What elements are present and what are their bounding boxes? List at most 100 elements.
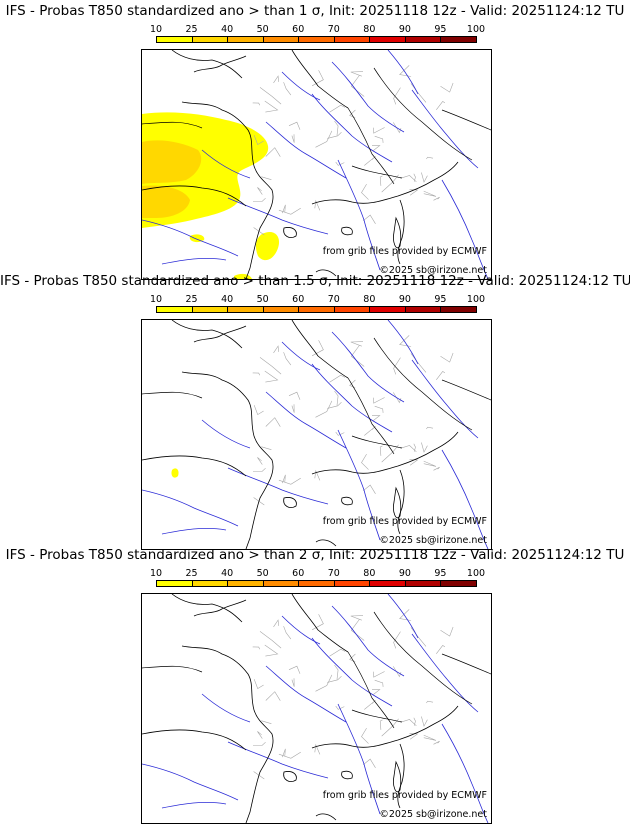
admin-boundary — [381, 718, 399, 737]
panel-title: IFS - Probas T850 standardized ano > tha… — [5, 3, 625, 19]
admin-boundary — [273, 75, 279, 84]
legend-tick-label: 10 — [149, 294, 163, 305]
legend-tick-label: 60 — [292, 24, 305, 35]
admin-boundary — [264, 370, 279, 383]
river — [311, 363, 393, 433]
admin-boundary — [264, 100, 279, 113]
admin-boundary — [273, 619, 279, 628]
copyright-credit: ©2025 sb@irizone.net — [379, 809, 487, 820]
legend-swatch — [298, 36, 335, 43]
probability-area — [189, 234, 205, 243]
legend-tick-label: 70 — [327, 568, 340, 579]
admin-boundary — [440, 626, 454, 637]
admin-boundary — [257, 457, 263, 465]
country-border — [142, 391, 203, 399]
coastline — [181, 371, 274, 549]
admin-boundary — [436, 100, 446, 110]
admin-boundary — [372, 145, 381, 151]
legend-tick-label: 95 — [434, 294, 447, 305]
river — [331, 61, 405, 133]
admin-boundary — [426, 156, 434, 160]
legend-tick-label: 90 — [398, 294, 411, 305]
legend-tick-label: 10 — [149, 568, 163, 579]
admin-boundary — [426, 426, 434, 430]
river — [161, 257, 227, 265]
probability-area — [255, 231, 280, 261]
river — [265, 121, 347, 179]
admin-boundary — [291, 678, 295, 687]
admin-boundary — [273, 345, 279, 354]
legend-swatch — [404, 306, 442, 313]
river — [281, 71, 321, 101]
coastline — [311, 161, 459, 205]
river — [411, 89, 479, 169]
admin-boundary — [349, 109, 356, 119]
country-border — [441, 653, 491, 675]
river — [387, 50, 419, 95]
coastline — [315, 269, 337, 277]
legend-swatch — [227, 306, 264, 313]
legend-tick-label: 50 — [256, 294, 269, 305]
admin-boundary — [379, 445, 383, 456]
admin-boundary — [314, 743, 321, 755]
admin-boundary — [400, 175, 417, 183]
legend-tick-label: 50 — [256, 568, 269, 579]
admin-boundary — [278, 477, 301, 485]
probability-area — [142, 185, 190, 218]
admin-boundary — [282, 748, 286, 758]
coastline — [311, 431, 459, 475]
coastline — [193, 325, 247, 343]
admin-boundary — [253, 405, 264, 416]
admin-boundary — [350, 619, 365, 641]
admin-boundary — [381, 174, 399, 193]
coastline — [291, 594, 349, 653]
admin-boundary — [291, 404, 295, 413]
admin-boundary — [350, 345, 365, 367]
admin-boundary — [433, 466, 440, 471]
admin-boundary — [350, 615, 364, 621]
admin-boundary — [265, 417, 281, 427]
country-border — [373, 611, 473, 705]
legend-swatch — [333, 580, 371, 587]
admin-boundary — [329, 104, 346, 113]
coastline — [315, 539, 337, 547]
admin-boundary — [327, 675, 342, 683]
admin-boundary — [413, 173, 416, 182]
copyright-credit: ©2025 sb@irizone.net — [379, 265, 487, 276]
admin-boundary — [413, 717, 416, 726]
admin-boundary — [373, 397, 385, 404]
legend-tick-label: 40 — [221, 24, 234, 35]
admin-boundary — [261, 446, 272, 450]
river — [331, 605, 405, 677]
river — [265, 391, 347, 449]
probability-map: from grib files provided by ECMWF ©2025 … — [141, 593, 492, 824]
legend-swatch — [404, 580, 442, 587]
admin-boundary — [364, 156, 376, 166]
country-border — [373, 337, 473, 431]
country-border — [347, 107, 395, 185]
admin-boundary — [257, 731, 263, 739]
admin-boundary — [252, 372, 261, 376]
map-panel-2sigma: IFS - Probas T850 standardized ano > tha… — [0, 546, 630, 824]
legend-tick-label: 25 — [185, 294, 198, 305]
admin-boundary — [334, 120, 339, 136]
legend-tick-label: 90 — [398, 24, 411, 35]
admin-boundary — [374, 135, 384, 143]
legend-swatch — [156, 36, 193, 43]
admin-boundary — [440, 82, 454, 93]
admin-boundary — [314, 199, 321, 211]
river — [411, 633, 479, 713]
legend-swatch — [298, 306, 335, 313]
coastline — [393, 760, 402, 793]
legend-tick-label: 80 — [363, 568, 376, 579]
copyright-credit: ©2025 sb@irizone.net — [379, 535, 487, 546]
river — [265, 665, 347, 723]
admin-boundary — [282, 204, 286, 214]
admin-boundary — [379, 175, 383, 186]
legend-tick-label: 40 — [221, 568, 234, 579]
admin-boundary — [409, 733, 419, 740]
legend-tick-label: 60 — [292, 294, 305, 305]
country-border — [142, 665, 203, 673]
coastline — [341, 226, 353, 236]
admin-boundary — [252, 102, 261, 106]
